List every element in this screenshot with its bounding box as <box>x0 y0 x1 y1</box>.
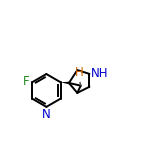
Polygon shape <box>61 82 69 84</box>
Text: NH: NH <box>91 67 109 80</box>
Text: F: F <box>23 75 30 88</box>
Text: N: N <box>42 108 51 121</box>
Text: H: H <box>75 66 84 79</box>
